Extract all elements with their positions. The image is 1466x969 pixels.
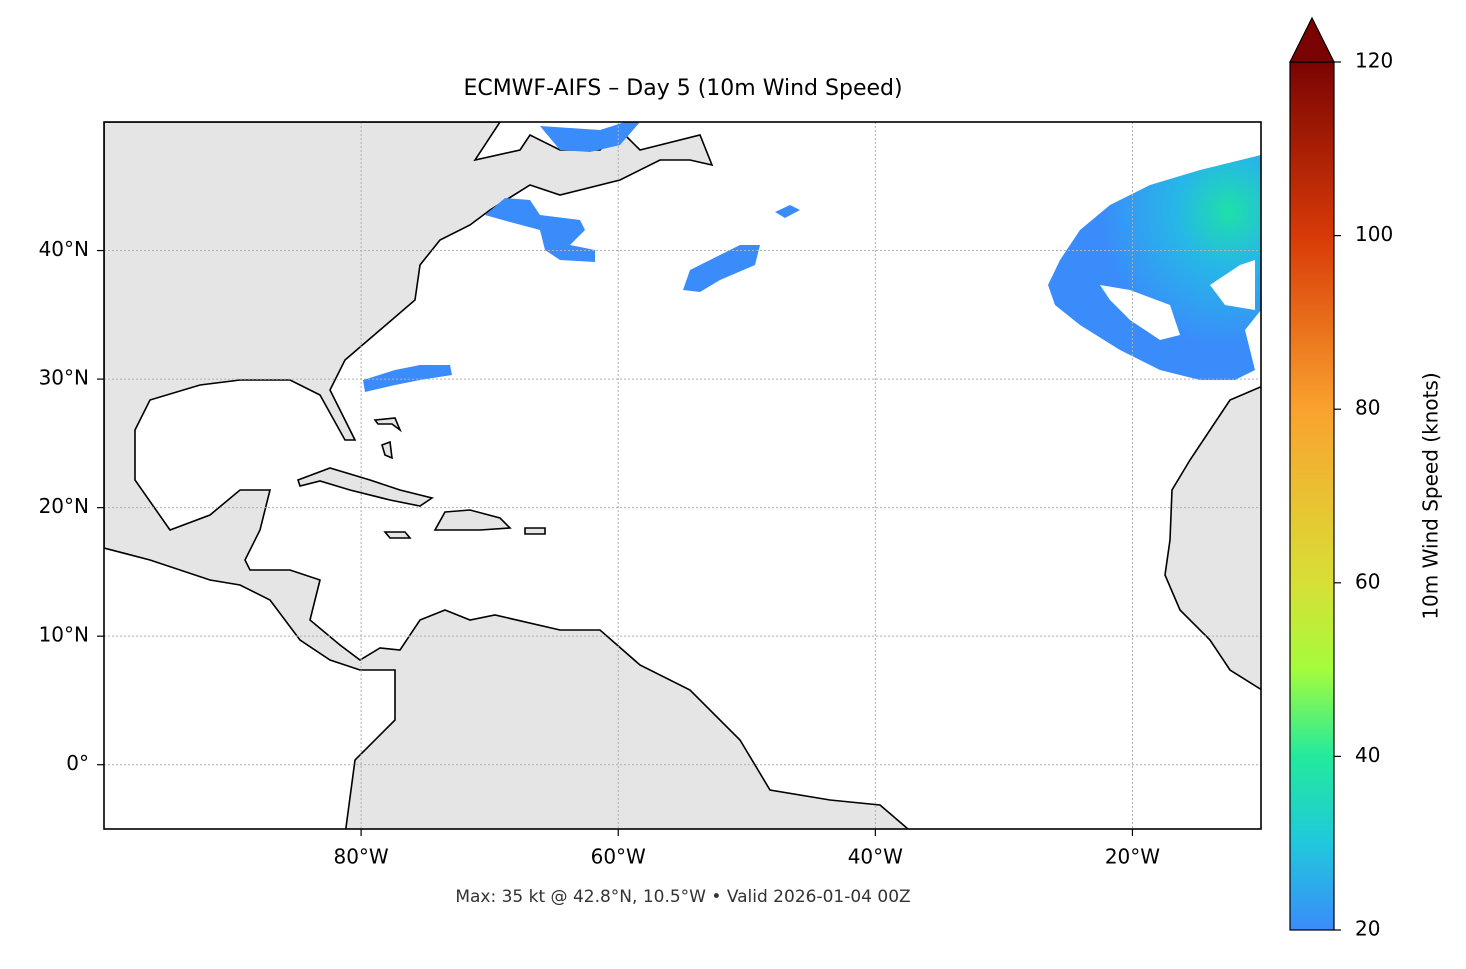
y-tick-label: 30°N [39,366,89,390]
colorbar-tick-label: 20 [1355,917,1380,941]
wind-area [485,198,595,262]
map [104,122,1261,829]
x-tick-label: 40°W [848,845,903,869]
colorbar-tick-label: 60 [1355,569,1380,593]
subtitle: Max: 35 kt @ 42.8°N, 10.5°W • Valid 2026… [455,887,910,907]
y-tick-label: 0° [66,751,89,775]
puerto-rico [524,527,546,535]
grid [104,122,1261,829]
wind-area [1048,155,1261,380]
chart-title: ECMWF-AIFS – Day 5 (10m Wind Speed) [463,76,902,101]
colorbar-tick-label: 40 [1355,743,1380,767]
x-tick-label: 80°W [333,845,388,869]
land [104,122,1261,829]
y-tick-label: 40°N [39,237,89,261]
cuba [296,467,434,507]
wind-area [775,205,800,218]
colorbar-tick-label: 80 [1355,396,1380,420]
wind-area [683,245,760,292]
x-tick-label: 60°W [591,845,646,869]
africa [1164,385,1261,691]
colorbar-scale [1289,61,1335,931]
y-tick-label: 20°N [39,494,89,518]
bahamas [373,417,402,460]
colorbar-tick-label: 120 [1355,49,1393,73]
x-tick-label: 20°W [1105,845,1160,869]
wind-field [363,122,1261,392]
wind-area [540,122,640,152]
wind-area [363,365,452,392]
americas [104,122,910,829]
colorbar-tick-label: 100 [1355,222,1393,246]
colorbar-label: 10m Wind Speed (knots) [1419,372,1443,619]
y-tick-label: 10°N [39,623,89,647]
map-frame [103,121,1262,830]
colorbar-extend [1289,16,1335,63]
colorbar: 10m Wind Speed (knots) 20 40 60 80 100 120 [1289,16,1443,941]
jamaica [383,531,412,539]
hispaniola [433,509,512,531]
